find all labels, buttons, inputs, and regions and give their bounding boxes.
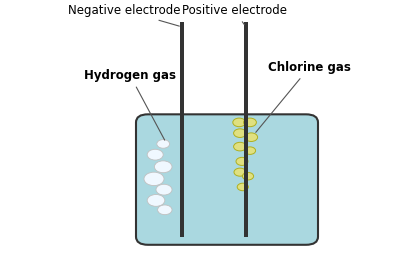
Circle shape <box>236 157 248 165</box>
Circle shape <box>233 118 246 127</box>
Circle shape <box>245 133 258 141</box>
Circle shape <box>237 183 248 191</box>
FancyBboxPatch shape <box>136 114 318 245</box>
Text: Chlorine gas: Chlorine gas <box>256 61 351 132</box>
Circle shape <box>147 149 163 160</box>
Circle shape <box>157 140 170 148</box>
Circle shape <box>144 172 164 186</box>
Circle shape <box>234 168 246 176</box>
Circle shape <box>154 161 172 173</box>
Circle shape <box>147 194 165 206</box>
Circle shape <box>156 184 172 195</box>
Circle shape <box>234 142 246 151</box>
Circle shape <box>234 129 246 137</box>
Bar <box>180 22 184 237</box>
Circle shape <box>242 172 254 180</box>
Text: Negative electrode: Negative electrode <box>68 4 180 26</box>
Circle shape <box>244 147 256 154</box>
Circle shape <box>244 118 256 127</box>
Text: Hydrogen gas: Hydrogen gas <box>84 69 176 140</box>
Bar <box>244 22 248 237</box>
Text: Positive electrode: Positive electrode <box>182 4 286 25</box>
Circle shape <box>158 205 172 215</box>
